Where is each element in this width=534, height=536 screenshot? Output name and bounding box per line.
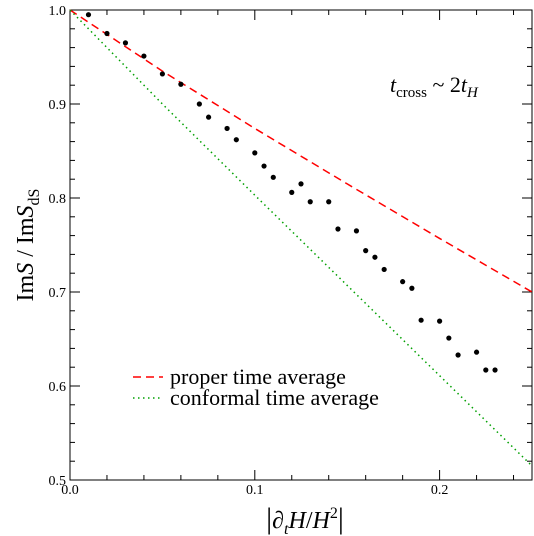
data-points (85, 12, 498, 373)
data-point (298, 181, 304, 187)
y-tick-label: 0.6 (49, 380, 67, 395)
data-point (233, 137, 239, 143)
y-axis-label: ImS / ImSdS (13, 189, 43, 302)
data-point (196, 101, 202, 107)
data-point (381, 266, 387, 273)
data-point (437, 318, 443, 324)
y-tick-label: 0.5 (49, 474, 67, 489)
legend: proper time average conformal time avera… (133, 364, 379, 410)
data-point (473, 349, 480, 355)
x-axis-label: |∂tH/H2| (266, 502, 344, 536)
series-line-0 (69, 9, 533, 293)
y-tick-label: 1.0 (49, 4, 67, 19)
data-point (261, 163, 267, 169)
series-lines (69, 9, 533, 467)
plot-frame (69, 9, 533, 481)
annotation-tcross: tcross ~ 2tH (390, 72, 479, 101)
y-tick-label: 0.9 (49, 98, 67, 113)
data-point (307, 199, 313, 205)
data-point (85, 12, 92, 18)
data-point (455, 352, 461, 358)
axis-ticks (69, 9, 532, 481)
y-tick-label: 0.8 (49, 192, 67, 207)
data-point (483, 367, 489, 373)
data-point (363, 248, 369, 254)
data-point (353, 228, 360, 234)
data-point (446, 335, 452, 341)
x-tick-label: 0.2 (431, 483, 449, 498)
x-tick-label: 0.1 (246, 483, 264, 498)
data-point (372, 254, 378, 260)
data-point (178, 81, 184, 87)
data-point (335, 226, 341, 232)
data-point (400, 279, 406, 285)
legend-label-conformal: conformal time average (170, 385, 379, 410)
data-point (159, 71, 165, 77)
data-point (326, 199, 332, 205)
axis-tick-labels: 0.0 0.1 0.2 0.5 0.6 0.7 0.8 0.9 1.0 (49, 4, 449, 498)
data-point (206, 114, 212, 120)
data-point (492, 367, 498, 373)
data-point (409, 285, 415, 291)
data-point (418, 317, 424, 323)
data-point (141, 53, 147, 59)
data-point (289, 189, 295, 195)
data-point (224, 125, 230, 132)
data-point (270, 174, 276, 180)
y-tick-label: 0.7 (49, 286, 67, 301)
legend-label-proper: proper time average (170, 364, 346, 389)
data-point (252, 150, 258, 156)
x-tick-label: 0.0 (61, 483, 79, 498)
data-point (122, 40, 129, 46)
data-point (104, 30, 110, 37)
series-line-1 (69, 9, 533, 467)
